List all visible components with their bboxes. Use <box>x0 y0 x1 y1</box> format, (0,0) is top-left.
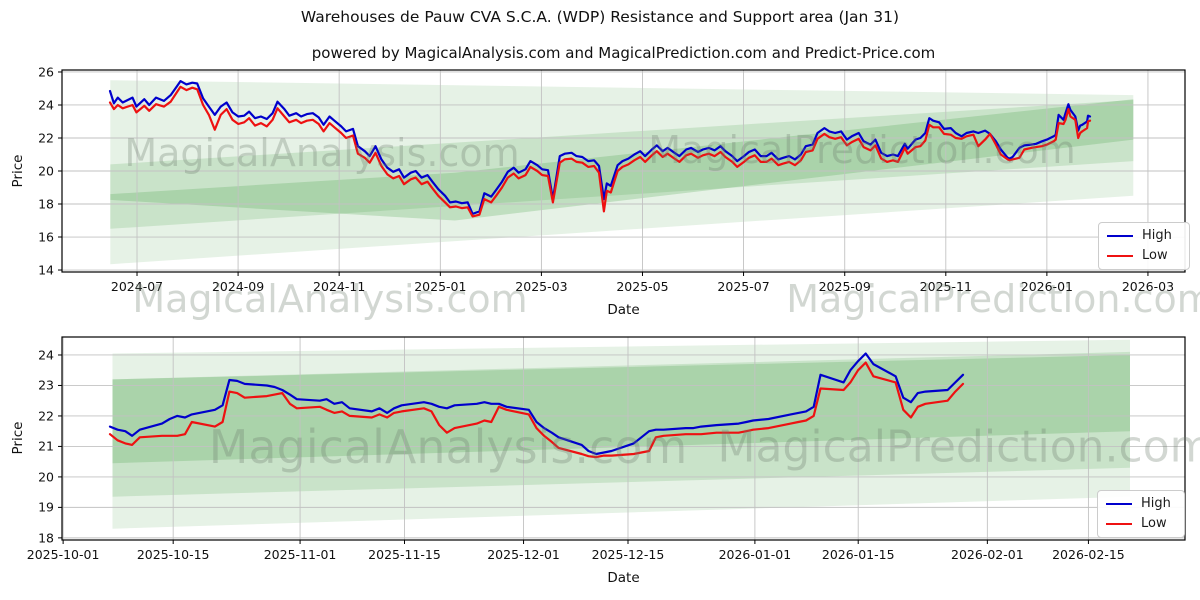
y-tick-label: 18 <box>38 530 54 546</box>
x-tick-label: 2024-11 <box>313 279 366 294</box>
y-tick-label: 24 <box>38 347 54 363</box>
x-tick-label: 2025-07 <box>717 279 770 294</box>
high-line-swatch <box>1106 503 1132 505</box>
support-resistance-band <box>112 355 1130 464</box>
plot-border <box>61 336 1186 541</box>
high-line <box>108 352 965 456</box>
y-tick-label: 14 <box>38 262 54 278</box>
y-tick-label: 19 <box>38 499 54 515</box>
x-tick-label: 2026-01-15 <box>821 547 895 562</box>
x-tick-label: 2025-12-01 <box>487 547 560 562</box>
x-axis-label-top: Date <box>607 302 640 318</box>
high-line <box>108 79 1092 215</box>
y-axis-label-bottom: Price <box>10 421 26 455</box>
x-axis-label-bottom: Date <box>607 570 640 586</box>
legend-label-high: High <box>1142 228 1172 243</box>
legend-bottom: High Low <box>1097 490 1185 538</box>
y-tick-label: 20 <box>38 163 54 179</box>
x-tick-label: 2026-02-01 <box>951 547 1024 562</box>
y-tick-label: 16 <box>38 229 54 245</box>
x-tick-label: 2025-11-01 <box>263 547 337 562</box>
x-tick-label: 2025-03 <box>515 279 568 294</box>
x-tick-label: 2025-12-15 <box>591 547 665 562</box>
support-resistance-band <box>110 99 1134 221</box>
legend-label-low: Low <box>1141 516 1167 531</box>
y-tick-label: 22 <box>38 130 54 146</box>
plot-border <box>61 69 1186 273</box>
low-line <box>108 361 965 459</box>
y-tick-label: 21 <box>38 438 54 454</box>
y-tick-label: 24 <box>38 97 54 113</box>
y-tick-label: 20 <box>38 469 54 485</box>
x-tick-label: 2026-02-15 <box>1052 547 1125 562</box>
x-tick-label: 2025-11 <box>919 279 972 294</box>
y-tick-label: 18 <box>38 196 54 212</box>
x-tick-label: 2026-03 <box>1121 279 1175 294</box>
y-tick-label: 23 <box>38 377 54 393</box>
support-resistance-band <box>112 351 1130 497</box>
support-resistance-band <box>112 339 1130 529</box>
y-tick-label: 26 <box>38 64 54 80</box>
legend-label-low: Low <box>1142 248 1168 263</box>
x-tick-label: 2025-05 <box>616 279 669 294</box>
chart-subtitle: powered by MagicalAnalysis.com and Magic… <box>311 44 936 62</box>
x-tick-label: 2025-11-15 <box>368 547 441 562</box>
high-line-swatch <box>1107 235 1133 237</box>
support-resistance-band <box>110 100 1134 229</box>
x-tick-label: 2025-01 <box>414 279 467 294</box>
legend-item-low: Low <box>1106 517 1174 531</box>
y-tick-label: 22 <box>38 408 54 424</box>
support-resistance-band <box>110 80 1134 265</box>
x-tick-label: 2024-07 <box>110 279 164 294</box>
legend-label-high: High <box>1141 496 1171 511</box>
low-line-swatch <box>1106 523 1132 525</box>
legend-item-high: High <box>1106 497 1174 511</box>
x-tick-label: 2024-09 <box>211 279 265 294</box>
y-axis-label-top: Price <box>10 154 26 188</box>
low-line-swatch <box>1107 255 1133 257</box>
chart-title: Warehouses de Pauw CVA S.C.A. (WDP) Resi… <box>300 8 900 26</box>
low-line <box>108 85 1092 218</box>
x-tick-label: 2025-10-15 <box>136 547 210 562</box>
legend-item-high: High <box>1107 229 1179 243</box>
x-tick-label: 2026-01 <box>1020 279 1073 294</box>
legend-item-low: Low <box>1107 249 1179 263</box>
x-tick-label: 2025-09 <box>818 279 871 294</box>
legend-top: High Low <box>1098 222 1190 270</box>
x-tick-label: 2025-10-01 <box>26 547 100 562</box>
x-tick-label: 2026-01-01 <box>718 547 792 562</box>
